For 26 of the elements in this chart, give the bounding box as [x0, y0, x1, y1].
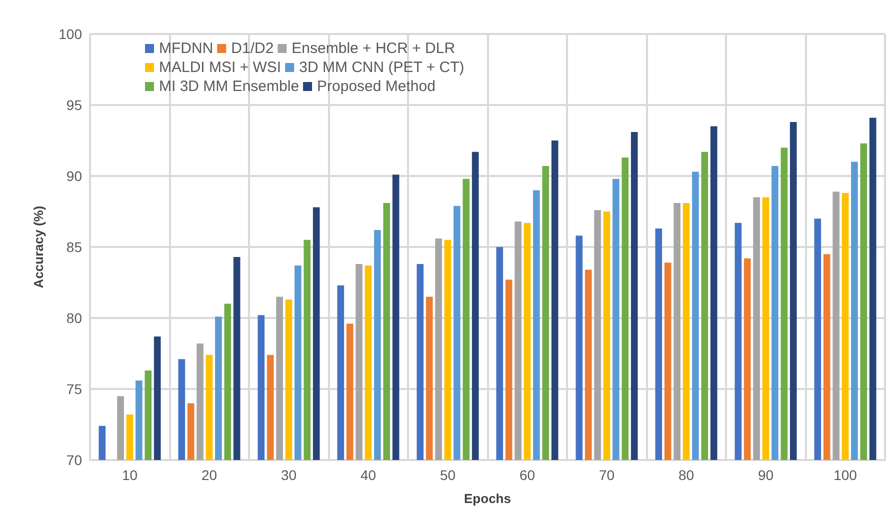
x-tick-label: 80 [678, 467, 694, 483]
y-tick-label: 70 [66, 452, 82, 468]
x-tick-label: 20 [201, 467, 218, 483]
y-tick-label: 95 [66, 97, 82, 113]
x-axis-title: Epochs [464, 491, 511, 506]
x-tick-label: 90 [758, 467, 774, 483]
legend-label: D1/D2 [231, 40, 274, 57]
y-tick-label: 100 [58, 26, 82, 42]
legend-label: Proposed Method [317, 78, 436, 95]
x-tick-label: 10 [122, 467, 138, 483]
legend-label: MALDI MSI + WSI [159, 59, 282, 76]
x-tick-label: 100 [834, 467, 858, 483]
y-axis-title: Accuracy (%) [31, 206, 46, 288]
x-tick-label: 30 [280, 467, 297, 483]
legend-label: Ensemble + HCR + DLR [292, 40, 456, 57]
x-tick-label: 70 [598, 467, 615, 483]
y-tick-label: 80 [66, 310, 82, 326]
legend-label: MFDNN [159, 40, 214, 57]
x-tick-label: 50 [440, 467, 456, 483]
x-tick-label: 60 [519, 467, 536, 483]
y-tick-label: 85 [66, 239, 82, 255]
x-tick-label: 40 [360, 467, 376, 483]
y-tick-label: 75 [66, 381, 82, 397]
legend-label: MI 3D MM Ensemble [159, 78, 300, 95]
legend-label: 3D MM CNN (PET + CT) [299, 59, 464, 76]
y-tick-label: 90 [66, 168, 82, 184]
